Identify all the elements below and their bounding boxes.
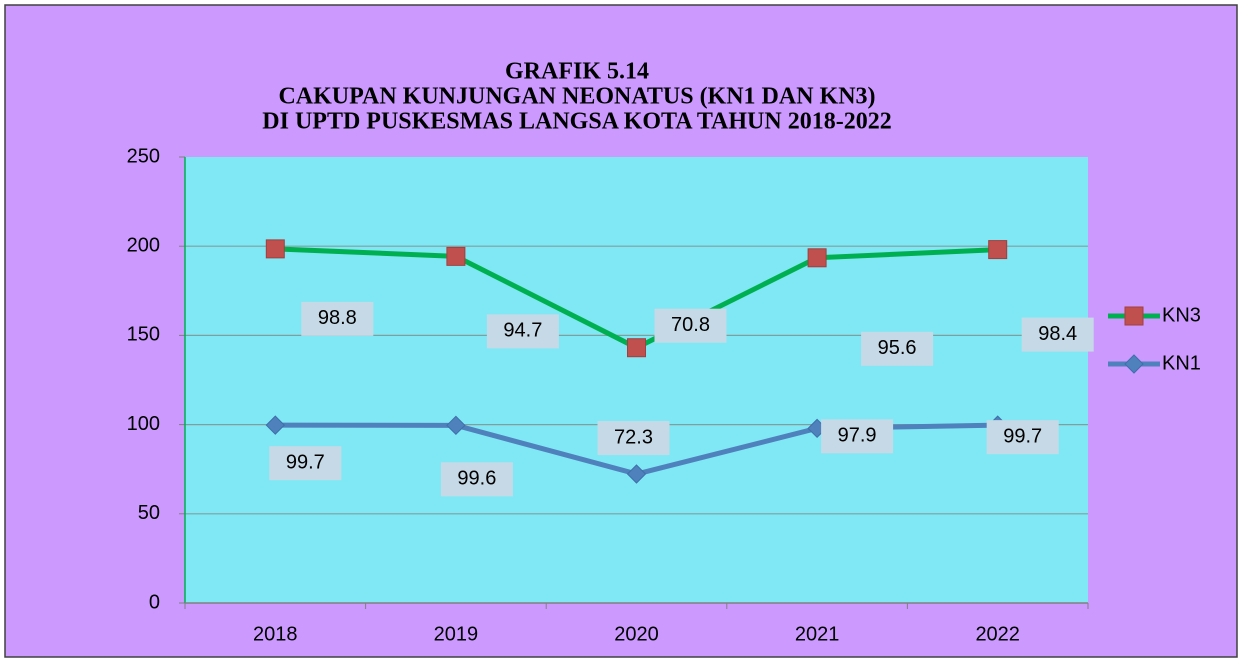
- data-label: 99.7: [1003, 425, 1042, 447]
- data-label: 98.8: [318, 307, 357, 329]
- legend-marker: [1124, 306, 1144, 326]
- data-label-box: [486, 314, 559, 349]
- y-tick-label: 50: [138, 502, 160, 524]
- data-label: 70.8: [671, 314, 710, 336]
- y-tick-label: 250: [127, 145, 160, 167]
- y-tick-label: 200: [127, 234, 160, 256]
- x-tick-label: 2021: [795, 623, 840, 645]
- data-label-box: [654, 308, 727, 343]
- data-label-box: [440, 462, 513, 497]
- x-tick-label: 2019: [434, 623, 479, 645]
- data-label: 98.4: [1038, 323, 1077, 345]
- data-label: 95.6: [878, 337, 917, 359]
- data-label: 94.7: [503, 320, 542, 342]
- data-point: [446, 246, 466, 266]
- data-point: [988, 240, 1008, 260]
- data-label: 99.7: [286, 451, 325, 473]
- data-label: 99.6: [457, 468, 496, 490]
- chart-title: DI UPTD PUSKESMAS LANGSA KOTA TAHUN 2018…: [262, 109, 891, 135]
- chart-title: CAKUPAN KUNJUNGAN NEONATUS (KN1 DAN KN3): [278, 84, 875, 110]
- data-point: [265, 239, 285, 259]
- plot-area: [185, 157, 1088, 603]
- data-point: [627, 338, 646, 358]
- data-label: 97.9: [838, 425, 877, 447]
- data-point: [626, 464, 647, 484]
- data-point: [807, 248, 827, 268]
- data-label-box: [821, 419, 894, 454]
- data-point: [265, 415, 286, 435]
- data-label-box: [986, 420, 1059, 455]
- data-label-box: [1021, 317, 1094, 352]
- data-point: [446, 415, 466, 436]
- x-tick-label: 2022: [975, 623, 1020, 645]
- legend-label: KN1: [1162, 352, 1201, 374]
- x-tick-label: 2018: [253, 623, 298, 645]
- data-label-box: [301, 301, 374, 336]
- legend-label: KN3: [1162, 304, 1201, 326]
- data-label-box: [269, 446, 342, 481]
- chart-title: GRAFIK 5.14: [505, 59, 649, 85]
- y-tick-label: 100: [127, 413, 160, 435]
- legend-marker: [1124, 354, 1144, 374]
- data-label-box: [861, 331, 934, 366]
- y-tick-label: 0: [149, 591, 160, 613]
- data-label: 72.3: [614, 426, 653, 448]
- data-label-box: [597, 421, 670, 456]
- y-tick-label: 150: [127, 324, 160, 346]
- x-tick-label: 2020: [614, 623, 659, 645]
